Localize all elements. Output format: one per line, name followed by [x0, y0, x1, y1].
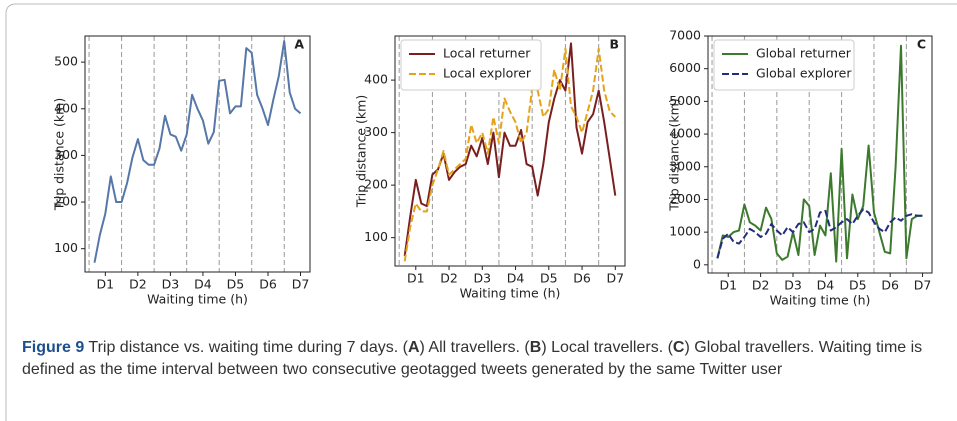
caption-panel: A — [407, 339, 420, 356]
x-tick-label: D7 — [292, 277, 310, 292]
panel-label: B — [609, 37, 619, 52]
data-line — [716, 44, 923, 263]
x-tick-label: D6 — [573, 271, 591, 286]
x-axis-label: Waiting time (h) — [770, 293, 871, 308]
y-tick-label: 200 — [364, 177, 388, 192]
y-tick-label: 100 — [54, 240, 78, 255]
y-tick-label: 400 — [364, 72, 388, 87]
y-tick-label: 400 — [54, 100, 78, 115]
legend-label: Local returner — [443, 46, 531, 61]
y-tick-label: 500 — [54, 54, 78, 69]
y-tick-label: 100 — [364, 229, 388, 244]
x-tick-label: D1 — [407, 271, 425, 286]
y-tick-label: 300 — [364, 124, 388, 139]
data-line — [403, 47, 616, 262]
caption: Figure 9 Trip distance vs. waiting time … — [22, 337, 947, 381]
legend-box — [400, 39, 542, 91]
x-tick-label: D3 — [474, 271, 492, 286]
x-tick-label: D2 — [440, 271, 458, 286]
panel-label: A — [294, 37, 304, 52]
y-tick-label: 3000 — [669, 158, 701, 173]
x-tick-label: D4 — [507, 271, 525, 286]
plot-frame — [707, 35, 933, 274]
y-tick-label: 0 — [693, 256, 701, 271]
x-tick-label: D6 — [259, 277, 277, 292]
legend-label: Global returner — [756, 46, 852, 61]
x-tick-label: D4 — [817, 278, 835, 293]
y-axis-label: Trip distance (km) — [667, 98, 682, 211]
x-tick-label: D2 — [129, 277, 147, 292]
y-tick-label: 7000 — [669, 28, 701, 43]
data-line — [716, 208, 923, 259]
panel-label: C — [917, 37, 926, 52]
plot-frame — [84, 35, 311, 273]
y-tick-label: 5000 — [669, 93, 701, 108]
x-tick-label: D7 — [607, 271, 625, 286]
caption-text: ) Local travellers. ( — [541, 339, 673, 356]
x-tick-label: D2 — [752, 278, 770, 293]
y-tick-label: 1000 — [669, 224, 701, 239]
x-tick-label: D4 — [194, 277, 212, 292]
y-tick-label: 2000 — [669, 191, 701, 206]
y-tick-label: 6000 — [669, 60, 701, 75]
y-axis-label: Trip distance (km) — [354, 95, 369, 208]
caption-text: ) All travellers. ( — [419, 339, 530, 356]
x-tick-label: D7 — [914, 278, 932, 293]
figure-label: Figure 9 — [22, 339, 85, 356]
caption-panel: C — [672, 339, 685, 356]
x-tick-label: D3 — [784, 278, 802, 293]
y-tick-label: 300 — [54, 147, 78, 162]
caption-text: Trip distance vs. waiting time during 7 … — [84, 339, 408, 356]
x-tick-label: D5 — [540, 271, 558, 286]
x-tick-label: D5 — [227, 277, 245, 292]
x-tick-label: D1 — [97, 277, 115, 292]
y-tick-label: 4000 — [669, 126, 701, 141]
x-tick-label: D6 — [881, 278, 899, 293]
plot-frame — [394, 35, 626, 267]
caption-text: ) Global travellers. Waiting time is def… — [22, 339, 923, 378]
x-axis-label: Waiting time (h) — [460, 286, 561, 301]
legend-label: Local explorer — [443, 66, 532, 81]
y-axis-label: Trip distance (km) — [52, 98, 67, 211]
x-tick-label: D3 — [162, 277, 180, 292]
x-tick-label: D5 — [849, 278, 867, 293]
legend-label: Global explorer — [756, 66, 852, 81]
x-axis-label: Waiting time (h) — [147, 292, 248, 307]
frame — [5, 3, 957, 421]
y-tick-label: 200 — [54, 194, 78, 209]
data-line — [93, 40, 302, 263]
legend-box — [713, 39, 855, 91]
caption-panel: B — [529, 339, 542, 356]
x-tick-label: D1 — [719, 278, 737, 293]
